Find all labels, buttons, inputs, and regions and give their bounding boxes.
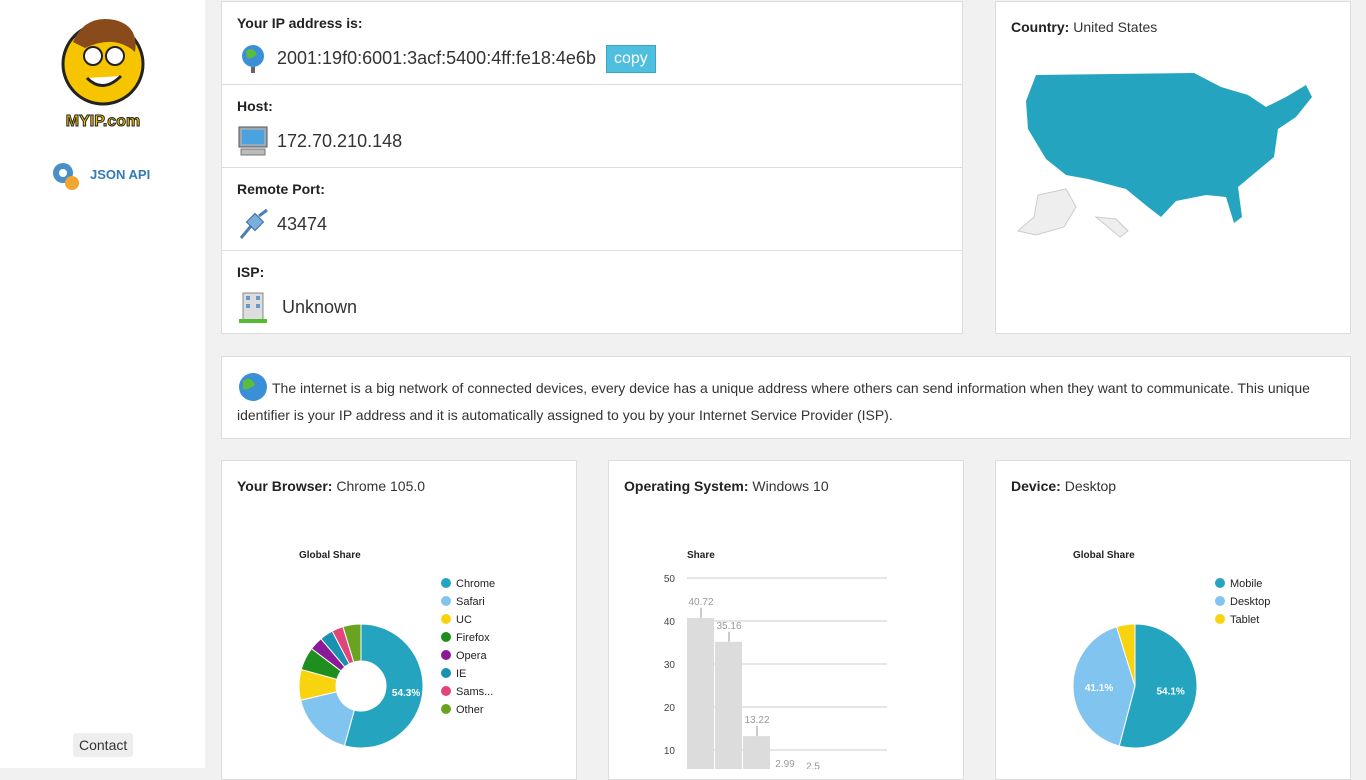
plug-icon: [239, 208, 268, 239]
legend-label: UC: [456, 614, 472, 626]
host-value: 172.70.210.148: [277, 131, 403, 151]
ip-panel: Your IP address is: 2001:19f0:6001:3acf:…: [221, 1, 963, 334]
value-label: 40.72: [688, 597, 713, 608]
label: Device:: [1011, 478, 1061, 494]
legend-swatch: [1215, 596, 1225, 606]
pie-slice: [1115, 623, 1136, 687]
contact-link[interactable]: Contact: [73, 733, 134, 757]
computer-icon: [238, 126, 268, 156]
port-row: Remote Port: 43474: [222, 168, 962, 251]
legend-label: Mobile: [1230, 578, 1262, 590]
intro-panel: The internet is a big network of connect…: [221, 356, 1351, 439]
legend-swatch: [441, 668, 451, 678]
ip-value: 2001:19f0:6001:3acf:5400:4ff:fe18:4e6b: [277, 48, 596, 68]
y-tick-label: 10: [664, 746, 676, 757]
legend-swatch: [1215, 578, 1225, 588]
country-map: [1016, 73, 1312, 238]
legend-swatch: [441, 596, 451, 606]
chart: Global Share 54.3% Chrome Safari UC Firefox Op…: [298, 550, 495, 749]
label: Host:: [237, 98, 273, 114]
value-label: 35.16: [716, 621, 741, 632]
legend-swatch: [441, 614, 451, 624]
host-row: Host: 172.70.210.148: [222, 85, 962, 168]
chart: Global Share 54.1% 41.1% Mobile Desktop Table…: [1072, 550, 1270, 749]
chart-title: Global Share: [299, 550, 361, 561]
y-tick-label: 20: [664, 703, 676, 714]
pie-slice: [342, 623, 362, 663]
y-tick-label: 40: [664, 617, 676, 628]
label: Remote Port:: [237, 181, 325, 197]
legend-swatch: [441, 686, 451, 696]
legend-label: Tablet: [1230, 614, 1259, 626]
isp-row: ISP: Unknown: [222, 251, 962, 334]
copy-button[interactable]: copy: [606, 45, 656, 73]
legend-swatch: [1215, 614, 1225, 624]
os-value: Windows 10: [752, 478, 829, 494]
value-label: 54.3%: [392, 688, 420, 699]
value-label: 2.5: [806, 761, 820, 769]
os-card: Operating System: Windows 10 Share 10 20 30…: [608, 460, 964, 780]
isp-value: Unknown: [282, 297, 358, 317]
label: ISP:: [237, 264, 265, 280]
pie-slice: [1118, 623, 1198, 749]
label: Country:: [1011, 19, 1070, 35]
pie-slice: [343, 623, 424, 749]
y-tick-label: 50: [664, 574, 676, 585]
y-tick-label: 30: [664, 660, 676, 671]
chart: Share 10 20 30 40 50 40.72 35.16 13.22 2.99 2.5: [664, 550, 887, 769]
country-value: United States: [1073, 19, 1158, 35]
legend-swatch: [441, 650, 451, 660]
api-icon: [53, 163, 79, 190]
port-value: 43474: [277, 214, 328, 234]
legend-label: Sams...: [456, 686, 493, 698]
legend-label: IE: [456, 668, 466, 680]
bar: [715, 641, 742, 769]
legend-label: Other: [456, 704, 484, 716]
label: Your IP address is:: [237, 15, 363, 31]
legend-label: Desktop: [1230, 596, 1270, 608]
legend-swatch: [441, 578, 451, 588]
label: Operating System:: [624, 478, 749, 494]
pie-slice: [300, 691, 355, 747]
ip-row: Your IP address is: 2001:19f0:6001:3acf:…: [222, 2, 962, 85]
logo-text: MYIP.com: [66, 113, 140, 130]
intro-text: The internet is a big network of connect…: [237, 380, 1310, 423]
sidebar: MYIP.com JSON API Contact: [0, 0, 205, 768]
value-label: 41.1%: [1085, 683, 1113, 694]
browser-card: Your Browser: Chrome 105.0 Global Share 5…: [221, 460, 577, 780]
building-icon: [239, 292, 267, 323]
legend-swatch: [441, 704, 451, 714]
legend-swatch: [441, 632, 451, 642]
value-label: 2.99: [775, 759, 795, 769]
legend-label: Safari: [456, 596, 485, 608]
json-api-link[interactable]: JSON API: [90, 167, 151, 182]
bar: [687, 617, 714, 769]
value-label: 13.22: [744, 715, 769, 726]
bar: [743, 736, 770, 769]
value-label: 54.1%: [1156, 687, 1184, 698]
globe-icon: [242, 45, 264, 73]
browser-value: Chrome 105.0: [336, 478, 426, 494]
device-value: Desktop: [1064, 478, 1117, 494]
logo[interactable]: MYIP.com: [55, 12, 155, 132]
legend-label: Opera: [456, 650, 487, 662]
chart-title: Global Share: [1073, 550, 1135, 561]
legend-label: Chrome: [456, 578, 495, 590]
chart-title: Share: [687, 550, 715, 561]
www-icon: [239, 373, 267, 401]
pie-slice: [1072, 626, 1136, 747]
country-panel: Country: United States: [995, 1, 1351, 334]
legend-label: Firefox: [456, 632, 490, 644]
label: Your Browser:: [237, 478, 333, 494]
device-card: Device: Desktop Global Share 54.1% 41.1% Mo…: [995, 460, 1351, 780]
